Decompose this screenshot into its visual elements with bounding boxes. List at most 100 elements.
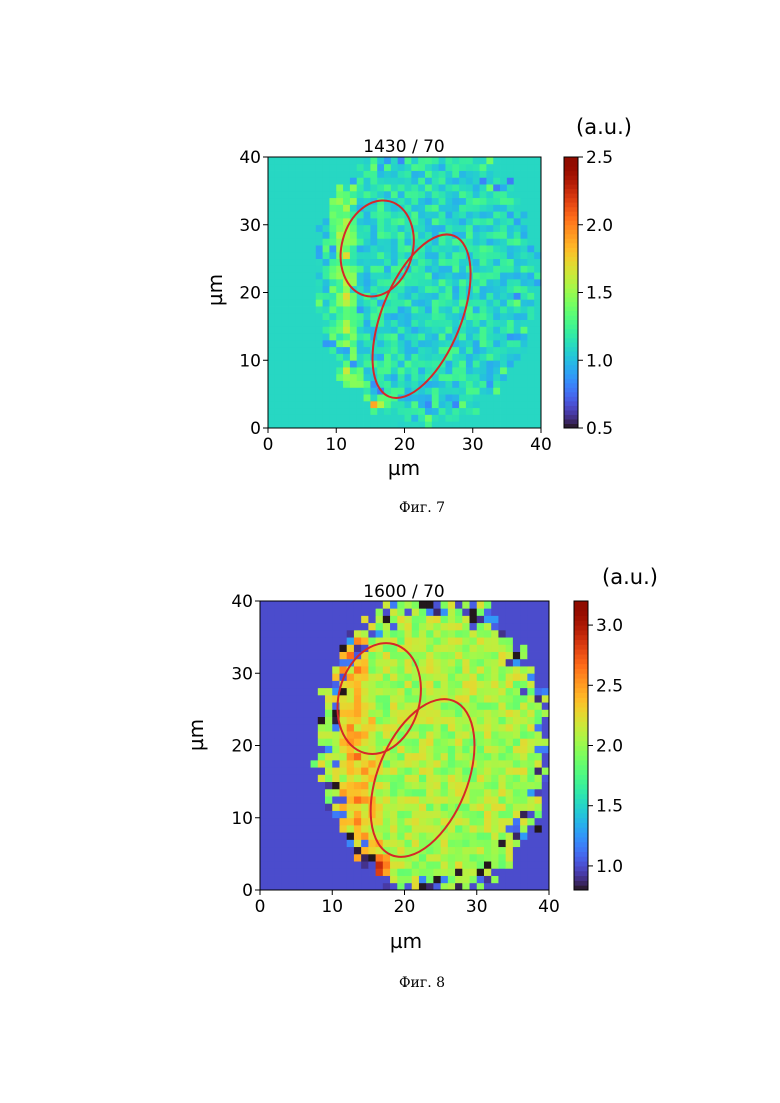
x-tick-label: 40: [530, 435, 552, 455]
heatmap-cell: [527, 731, 535, 739]
colorbar-segment: [574, 640, 588, 645]
heatmap-cell: [411, 198, 418, 205]
heatmap-cell: [302, 381, 309, 388]
heatmap-cell: [405, 421, 412, 428]
heatmap-cell: [309, 218, 316, 225]
heatmap-cell: [445, 306, 452, 313]
heatmap-cell: [377, 259, 384, 266]
heatmap-cell: [484, 702, 492, 710]
heatmap-cell: [535, 825, 543, 833]
heatmap-cell: [459, 286, 466, 293]
heatmap-cell: [391, 218, 398, 225]
heatmap-cell: [282, 313, 289, 320]
heatmap-cell: [405, 796, 413, 804]
heatmap-cell: [267, 666, 275, 674]
heatmap-cell: [433, 709, 441, 717]
heatmap-cell: [311, 746, 319, 754]
heatmap-cell: [426, 630, 434, 638]
heatmap-cell: [477, 789, 485, 797]
heatmap-cell: [419, 818, 427, 826]
heatmap-cell: [448, 623, 456, 631]
heatmap-cell: [368, 731, 376, 739]
heatmap-cell: [289, 673, 297, 681]
heatmap-cell: [445, 211, 452, 218]
heatmap-cell: [282, 615, 290, 623]
heatmap-cell: [274, 659, 282, 667]
heatmap-cell: [325, 666, 333, 674]
heatmap-cell: [455, 825, 463, 833]
heatmap-cell: [462, 803, 470, 811]
heatmap-cell: [370, 299, 377, 306]
heatmap-cell: [296, 652, 304, 660]
heatmap-cell: [514, 367, 521, 374]
x-tick-label: 30: [466, 897, 488, 917]
heatmap-cell: [473, 272, 480, 279]
heatmap-cell: [336, 204, 343, 211]
heatmap-cell: [295, 204, 302, 211]
heatmap-cell: [329, 313, 336, 320]
heatmap-cell: [491, 717, 499, 725]
heatmap-cell: [339, 825, 347, 833]
heatmap-cell: [405, 847, 413, 855]
heatmap-cell: [535, 782, 543, 790]
heatmap-cell: [323, 204, 330, 211]
heatmap-cell: [441, 680, 449, 688]
heatmap-cell: [268, 421, 275, 428]
heatmap-cell: [473, 259, 480, 266]
colorbar-segment: [564, 211, 578, 216]
heatmap-cell: [507, 164, 514, 171]
heatmap-cell: [514, 238, 521, 245]
heatmap-cell: [303, 666, 311, 674]
heatmap-cell: [477, 811, 485, 819]
heatmap-cell: [329, 198, 336, 205]
heatmap-cell: [473, 353, 480, 360]
heatmap-cell: [384, 320, 391, 327]
heatmap-cell: [514, 394, 521, 401]
heatmap-cell: [411, 204, 418, 211]
heatmap-cell: [433, 876, 441, 884]
heatmap-cell: [339, 868, 347, 876]
heatmap-cell: [376, 601, 384, 609]
heatmap-cell: [412, 695, 420, 703]
heatmap-cell: [433, 717, 441, 725]
heatmap-cell: [311, 782, 319, 790]
heatmap-cell: [473, 299, 480, 306]
heatmap-cell: [473, 401, 480, 408]
heatmap-cell: [484, 803, 492, 811]
heatmap-cell: [336, 218, 343, 225]
heatmap-cell: [535, 688, 543, 696]
heatmap-cell: [384, 204, 391, 211]
heatmap-cell: [405, 204, 412, 211]
heatmap-cell: [357, 367, 364, 374]
heatmap-cell: [316, 313, 323, 320]
heatmap-cell: [282, 299, 289, 306]
heatmap-cell: [332, 659, 340, 667]
heatmap-cell: [542, 666, 550, 674]
heatmap-cell: [323, 421, 330, 428]
heatmap-cell: [323, 347, 330, 354]
heatmap-cell: [329, 401, 336, 408]
heatmap-cell: [459, 157, 466, 164]
heatmap-cell: [411, 381, 418, 388]
heatmap-cell: [383, 796, 391, 804]
heatmap-cell: [323, 360, 330, 367]
heatmap-cell: [470, 854, 478, 862]
heatmap-cell: [303, 789, 311, 797]
heatmap-cell: [391, 184, 398, 191]
heatmap-cell: [260, 839, 268, 847]
heatmap-cell: [513, 767, 521, 775]
heatmap-cell: [470, 615, 478, 623]
heatmap-cell: [534, 306, 541, 313]
heatmap-cell: [455, 738, 463, 746]
heatmap-cell: [426, 876, 434, 884]
heatmap-cell: [491, 608, 499, 616]
heatmap-cell: [383, 702, 391, 710]
heatmap-cell: [425, 401, 432, 408]
heatmap-cell: [542, 709, 550, 717]
heatmap-cell: [260, 832, 268, 840]
heatmap-cell: [309, 320, 316, 327]
heatmap-cell: [418, 401, 425, 408]
heatmap-cell: [433, 738, 441, 746]
heatmap-cell: [282, 272, 289, 279]
heatmap-cell: [455, 688, 463, 696]
